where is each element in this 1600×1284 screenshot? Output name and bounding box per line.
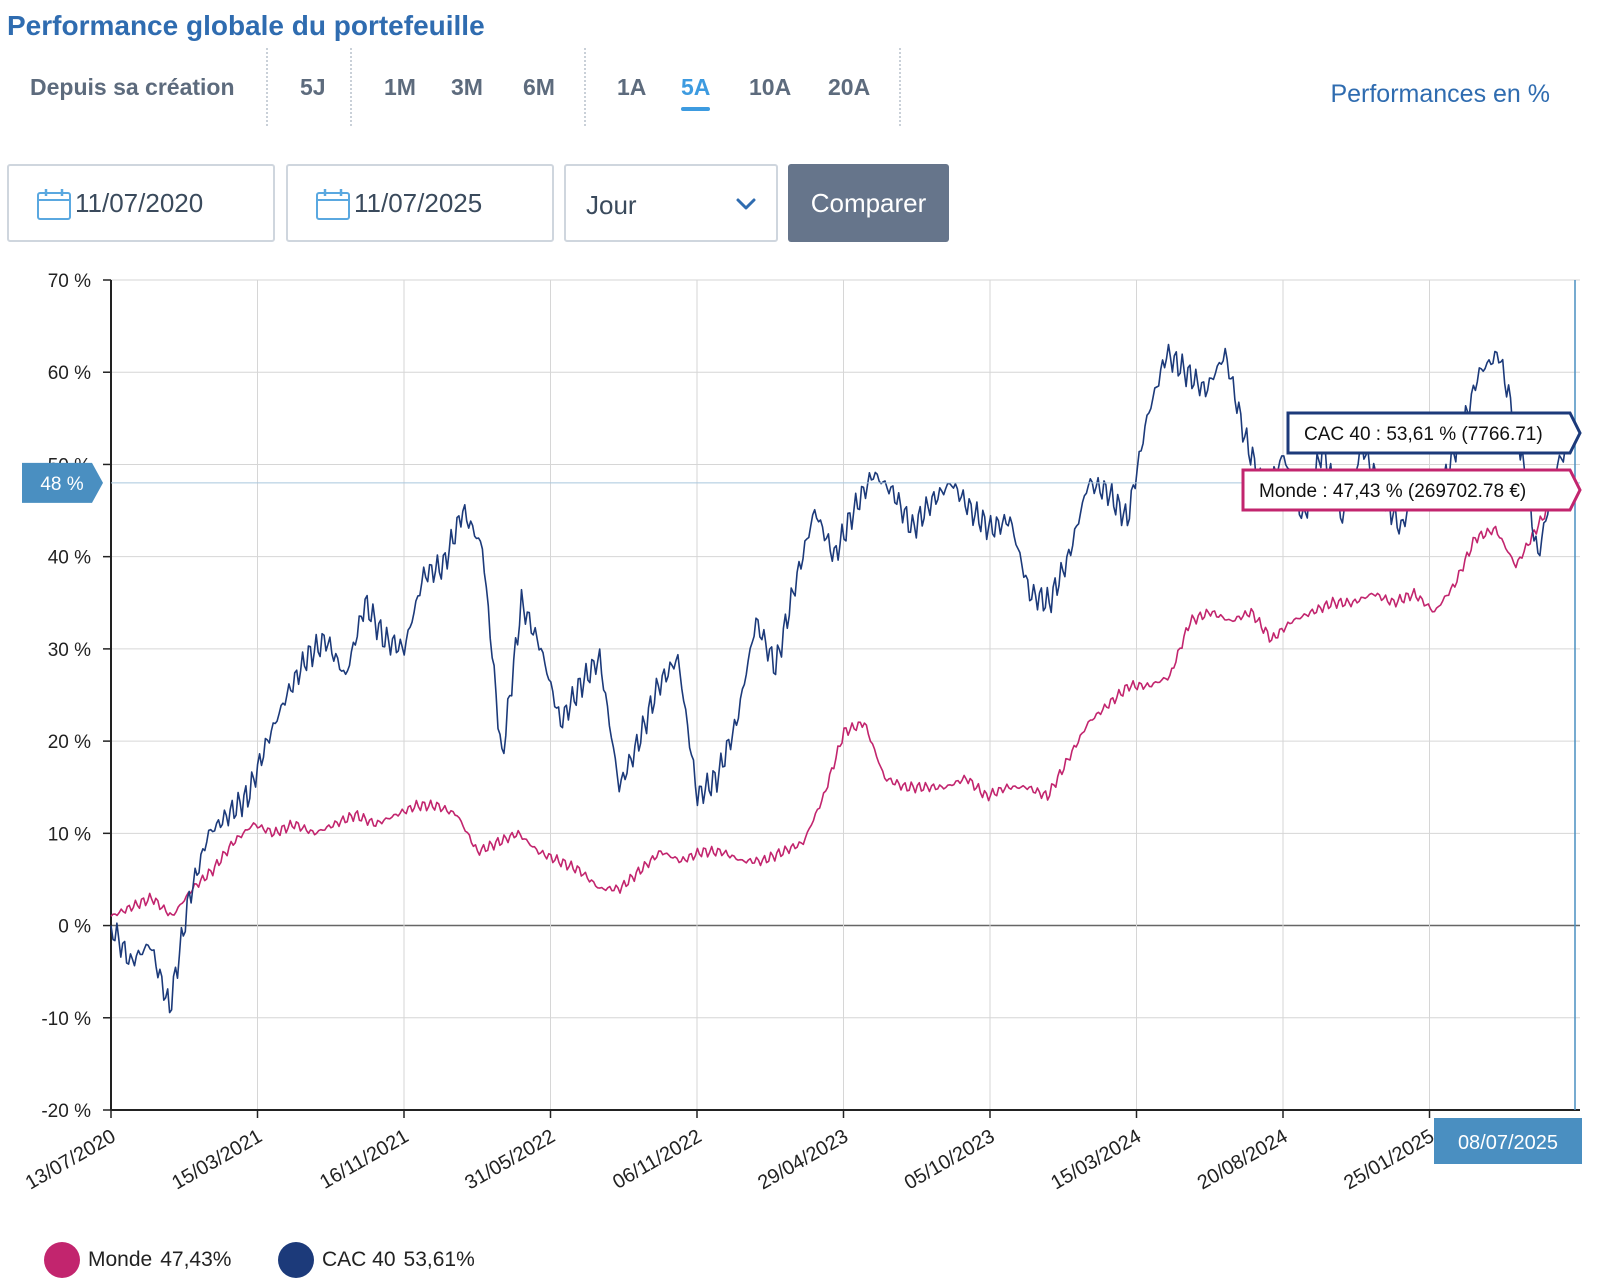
range-since-creation[interactable]: Depuis sa création: [30, 74, 235, 100]
range-separator: [584, 48, 586, 126]
range-separator: [350, 48, 352, 126]
x-tick-label: 15/03/2021: [168, 1125, 266, 1194]
legend-item-monde[interactable]: Monde 47,43%: [44, 1240, 231, 1280]
range-20a[interactable]: 20A: [828, 74, 871, 100]
y-tick-label: 60 %: [48, 363, 91, 384]
end-date-field[interactable]: 11/07/2025: [286, 164, 554, 242]
y-tick-label: -20 %: [41, 1101, 91, 1122]
y-tick-label: 20 %: [48, 732, 91, 753]
y-tick-label: 10 %: [48, 824, 91, 845]
compare-button[interactable]: Comparer: [788, 164, 949, 242]
x-tick-label: 16/11/2021: [316, 1125, 412, 1193]
range-3m[interactable]: 3M: [451, 74, 483, 100]
legend-item-cac40[interactable]: CAC 40 53,61%: [278, 1240, 475, 1280]
range-10a[interactable]: 10A: [749, 74, 792, 100]
range-6m[interactable]: 6M: [523, 74, 555, 100]
x-tick-label: 29/04/2023: [754, 1125, 852, 1194]
y-tick-label: 40 %: [48, 548, 91, 569]
range-separator: [899, 48, 901, 126]
calendar-icon: [37, 189, 71, 220]
x-tick-label: 20/08/2024: [1194, 1125, 1292, 1194]
x-tick-label: 15/03/2024: [1047, 1125, 1145, 1194]
y-tick-label: -10 %: [41, 1009, 91, 1030]
y-tick-label: 0 %: [58, 917, 91, 938]
x-tick-label: 25/01/2025: [1340, 1125, 1438, 1194]
crosshair-y-label: 48 %: [40, 474, 83, 495]
range-1m[interactable]: 1M: [384, 74, 416, 100]
tooltip-monde-text: Monde : 47,43 % (269702.78 €): [1259, 481, 1526, 502]
start-date-field[interactable]: 11/07/2020: [7, 164, 275, 242]
x-tick-label: 31/05/2022: [461, 1125, 559, 1194]
calendar-icon: [316, 189, 350, 220]
frequency-value: Jour: [586, 190, 637, 220]
tooltip-monde-box: [1241, 468, 1582, 512]
performance-chart[interactable]: -20 %-10 %0 %10 %20 %30 %40 %50 %60 %70 …: [0, 255, 1600, 1205]
frequency-select[interactable]: Jour: [564, 164, 778, 242]
chevron-down-icon: [736, 198, 756, 210]
legend-label-monde: Monde: [88, 1248, 153, 1271]
y-tick-label: 70 %: [48, 271, 91, 292]
range-1a[interactable]: 1A: [617, 74, 647, 100]
end-date-value: 11/07/2025: [354, 188, 483, 218]
crosshair-x-label: 08/07/2025: [1458, 1132, 1558, 1154]
range-separator: [266, 48, 268, 126]
legend-value-cac40: 53,61%: [403, 1248, 475, 1271]
x-tick-label: 13/07/2020: [22, 1125, 120, 1194]
series-line-monde[interactable]: [110, 486, 1578, 917]
legend-dot-monde: [44, 1242, 80, 1278]
tooltip-cac40-text: CAC 40 : 53,61 % (7766.71): [1304, 424, 1543, 445]
range-5a[interactable]: 5A: [681, 74, 711, 111]
legend-value-monde: 47,43%: [160, 1248, 232, 1271]
tooltip-cac40-box: [1286, 411, 1582, 455]
x-tick-label: 05/10/2023: [901, 1125, 999, 1194]
legend-dot-cac40: [278, 1242, 314, 1278]
performance-unit-link[interactable]: Performances en %: [1330, 80, 1550, 108]
page-title: Performance globale du portefeuille: [7, 10, 485, 41]
legend-label-cac40: CAC 40: [322, 1248, 396, 1271]
x-tick-label: 06/11/2022: [609, 1125, 705, 1193]
start-date-value: 11/07/2020: [75, 188, 204, 218]
range-5j[interactable]: 5J: [300, 74, 326, 100]
y-tick-label: 30 %: [48, 640, 91, 661]
crosshair-x-badge: [1434, 1118, 1582, 1164]
crosshair-y-badge: [22, 462, 103, 503]
